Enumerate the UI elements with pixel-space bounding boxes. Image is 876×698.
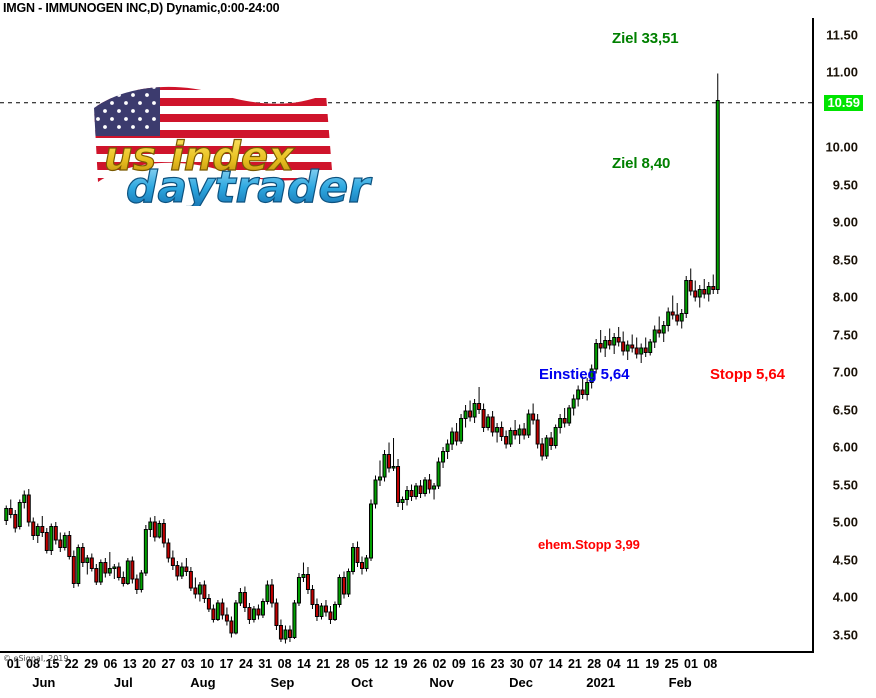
date-tick-day: 21 — [567, 657, 582, 671]
date-tick-day: 10 — [200, 657, 215, 671]
annotation-ziel-8-40: Ziel 8,40 — [612, 155, 671, 172]
price-tick: 5.00 — [832, 514, 858, 530]
date-tick-day: 28 — [335, 657, 350, 671]
date-tick-day: 01 — [6, 657, 21, 671]
date-tick-day: 15 — [45, 657, 60, 671]
price-tick: 4.00 — [832, 589, 858, 605]
date-tick-month: 2021 — [586, 675, 616, 690]
price-tick: 7.00 — [832, 364, 858, 380]
date-tick-day: 01 — [684, 657, 698, 671]
chart-title: IMGN - IMMUNOGEN INC,D) Dynamic,0:00-24:… — [3, 1, 280, 15]
date-tick-day: 14 — [548, 657, 563, 671]
price-tick: 3.50 — [832, 627, 858, 642]
date-tick-day: 08 — [277, 657, 292, 671]
date-tick-day: 27 — [161, 657, 176, 671]
date-tick-day: 19 — [393, 657, 408, 671]
date-tick-day: 13 — [122, 657, 137, 671]
price-tick: 8.00 — [832, 289, 858, 305]
date-tick-day: 24 — [238, 657, 253, 671]
annotation-einstieg-5-64: Einstieg 5,64 — [539, 366, 630, 383]
date-tick-month: Nov — [429, 675, 454, 690]
chart-plot-area[interactable] — [0, 18, 814, 653]
date-tick-day: 02 — [432, 657, 447, 671]
date-tick-day: 09 — [451, 657, 466, 671]
price-tick: 5.50 — [832, 477, 858, 492]
candlestick-series — [0, 73, 812, 644]
date-tick-day: 19 — [645, 657, 660, 671]
price-tick: 6.00 — [832, 439, 858, 455]
date-tick-day: 03 — [180, 657, 195, 671]
date-tick-month: Feb — [668, 675, 692, 690]
date-tick-day: 08 — [26, 657, 40, 671]
date-axis[interactable]: 01 08 15 22 29 06 13 20 27 03 10 17 24 31 08 14 21 28 05 12… — [0, 655, 814, 698]
annotation-stopp-5-64: Stopp 5,64 — [710, 366, 785, 383]
date-tick-day: 22 — [64, 657, 79, 671]
price-tick: 9.00 — [832, 214, 858, 230]
date-tick-month: Jul — [113, 675, 133, 690]
price-tick: 6.50 — [832, 402, 858, 417]
current-price-label: 10.59 — [824, 94, 863, 111]
date-tick-day: 23 — [490, 657, 505, 671]
annotation-ehem-stopp-3-99: ehem.Stopp 3,99 — [538, 537, 640, 552]
date-tick-day: 21 — [316, 657, 331, 671]
date-tick-month: Dec — [509, 675, 534, 690]
date-tick-day: 26 — [413, 657, 428, 671]
price-axis[interactable]: 11.50 11.00 10.00 9.50 9.00 8.50 8.00 7.50 7.00 6… — [816, 0, 876, 655]
price-tick: 4.50 — [832, 552, 858, 567]
date-tick-day: 25 — [664, 657, 679, 671]
date-tick-day: 31 — [258, 657, 273, 671]
price-tick: 11.00 — [826, 64, 858, 80]
date-tick-month: Aug — [190, 675, 216, 690]
price-tick: 10.00 — [825, 139, 858, 155]
date-tick-month: Jun — [32, 675, 56, 690]
date-tick-day: 06 — [103, 657, 118, 671]
date-tick-day: 12 — [374, 657, 389, 671]
date-tick-day: 30 — [509, 657, 524, 671]
price-tick: 11.50 — [826, 27, 858, 42]
date-tick-day: 04 — [606, 657, 621, 671]
date-tick-day: 16 — [471, 657, 486, 671]
date-tick-month: Oct — [351, 675, 373, 690]
price-tick: 8.50 — [832, 252, 858, 267]
date-tick-day: 07 — [529, 657, 544, 671]
copyright-notice: © eSignal, 2019 — [3, 654, 69, 663]
date-tick-day: 05 — [355, 657, 369, 671]
date-tick-day: 14 — [296, 657, 311, 671]
date-tick-day: 20 — [142, 657, 157, 671]
date-tick-month: Sep — [270, 675, 295, 690]
price-tick: 7.50 — [832, 327, 858, 342]
price-tick: 9.50 — [832, 177, 858, 192]
date-tick-day: 11 — [626, 657, 640, 671]
date-tick-day: 29 — [84, 657, 99, 671]
date-tick-day: 08 — [703, 657, 718, 671]
date-tick-day: 28 — [587, 657, 602, 671]
date-tick-day: 17 — [219, 657, 234, 671]
annotation-ziel-33-51: Ziel 33,51 — [612, 30, 679, 47]
